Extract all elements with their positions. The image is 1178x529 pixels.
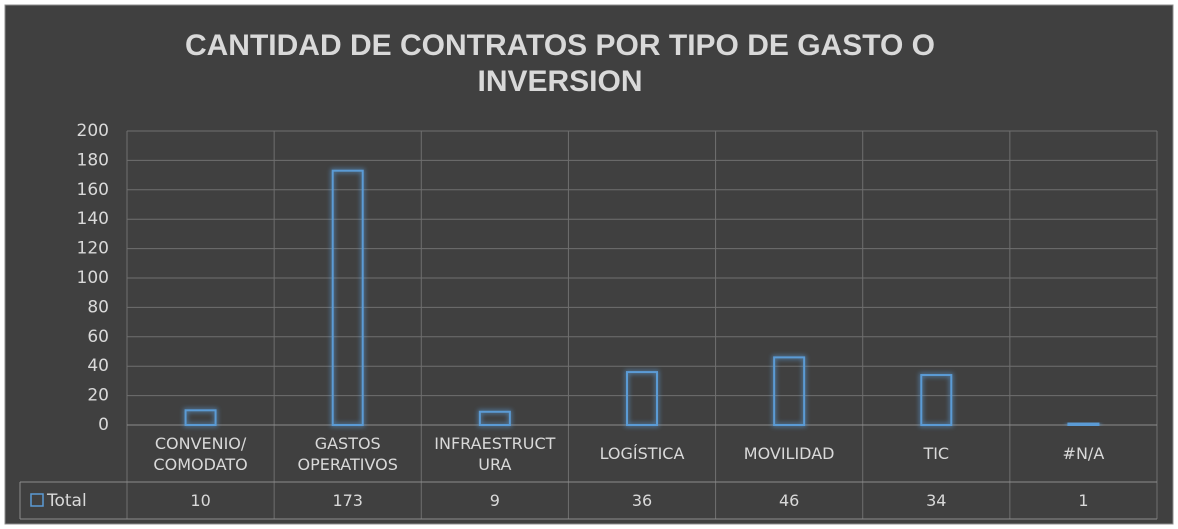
table-value: 34 — [926, 491, 947, 510]
bar — [626, 371, 658, 426]
y-tick-label: 20 — [87, 386, 109, 406]
table-value: 46 — [778, 491, 800, 510]
y-tick-label: 180 — [77, 150, 109, 170]
y-tick-label: 100 — [77, 268, 109, 288]
bar — [920, 374, 953, 426]
y-tick-label: 40 — [87, 356, 109, 376]
bar — [184, 409, 217, 426]
y-tick-label: 200 — [77, 121, 109, 141]
table-value: 9 — [489, 491, 500, 510]
category-label: INFRAESTRUCT URA — [434, 433, 556, 474]
bar — [478, 410, 511, 426]
category-label: CONVENIO/ COMODATO — [153, 433, 248, 474]
y-tick-label: 60 — [87, 327, 109, 347]
legend-label: Total — [46, 491, 87, 511]
y-tick-label: 0 — [98, 415, 109, 435]
category-label: GASTOS OPERATIVOS — [297, 433, 398, 474]
chart-background — [4, 4, 1174, 525]
y-tick-label: 120 — [77, 239, 109, 259]
table-value: 36 — [631, 491, 653, 510]
chart-title: CANTIDAD DE CONTRATOS POR TIPO DE GASTO … — [184, 29, 936, 98]
bar — [773, 356, 806, 427]
y-tick-label: 160 — [77, 180, 109, 200]
category-label: #N/A — [1062, 444, 1105, 463]
category-label: TIC — [923, 444, 950, 463]
bar — [331, 169, 364, 426]
y-tick-label: 80 — [87, 297, 109, 317]
y-tick-label: 140 — [77, 209, 109, 229]
table-value: 173 — [332, 491, 363, 510]
category-label: MOVILIDAD — [743, 444, 835, 463]
table-value: 10 — [190, 491, 211, 510]
table-value: 1 — [1078, 491, 1089, 510]
bar — [1067, 422, 1100, 426]
category-label: LOGÍSTICA — [599, 444, 685, 463]
legend-key — [30, 493, 44, 507]
